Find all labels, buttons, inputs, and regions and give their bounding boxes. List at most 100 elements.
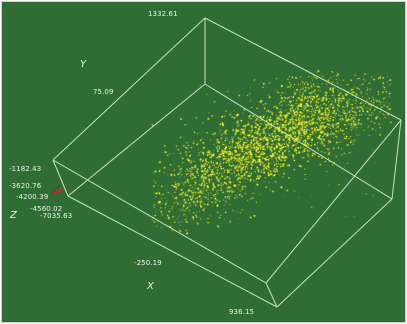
point: [172, 215, 174, 218]
point: [273, 139, 276, 141]
point: [334, 115, 336, 117]
point: [385, 90, 388, 93]
point: [275, 153, 277, 155]
point: [346, 121, 348, 123]
point: [290, 103, 292, 105]
point: [218, 172, 220, 174]
point: [239, 125, 240, 126]
point: [242, 132, 244, 134]
point: [376, 116, 379, 118]
point: [210, 162, 213, 164]
point: [291, 113, 293, 115]
point: [277, 135, 279, 136]
point: [329, 133, 332, 136]
point: [273, 123, 276, 126]
point: [298, 140, 300, 141]
point: [375, 130, 377, 131]
point: [275, 134, 277, 137]
point: [342, 109, 344, 111]
point: [275, 163, 277, 165]
point: [260, 139, 261, 140]
point: [160, 207, 162, 209]
point: [197, 184, 199, 185]
3d-plot-viewport[interactable]: 1332.61 75.09 -1182.43 -3620.76 -4200.39…: [2, 2, 405, 322]
point: [270, 149, 273, 152]
point: [314, 75, 316, 77]
point: [178, 182, 180, 184]
point: [316, 71, 318, 73]
point: [360, 92, 363, 94]
point: [251, 127, 253, 129]
point: [301, 116, 303, 118]
point: [268, 94, 270, 96]
point: [287, 78, 289, 81]
point: [350, 91, 352, 93]
point: [355, 102, 356, 104]
tick-label-left-3: -4200.39: [16, 193, 49, 201]
point: [288, 149, 290, 151]
point: [349, 119, 351, 121]
point: [213, 144, 215, 146]
point: [369, 88, 371, 90]
point: [313, 126, 315, 128]
point: [176, 218, 178, 220]
point: [249, 145, 251, 147]
point: [285, 127, 287, 130]
point: [165, 203, 167, 205]
point: [203, 179, 205, 182]
point: [374, 162, 376, 164]
point: [332, 71, 334, 73]
point: [335, 118, 337, 120]
point: [358, 124, 360, 126]
point: [333, 124, 335, 126]
point: [241, 169, 243, 171]
point: [239, 153, 241, 156]
point: [307, 96, 309, 98]
point: [315, 135, 317, 137]
point: [255, 143, 257, 145]
point: [283, 143, 286, 145]
point: [206, 131, 208, 134]
point: [300, 103, 302, 105]
point: [301, 128, 303, 130]
point: [203, 186, 206, 188]
point: [264, 114, 266, 116]
point: [210, 169, 212, 171]
3d-scatter-canvas[interactable]: [2, 2, 405, 322]
point: [198, 188, 200, 190]
point: [250, 132, 252, 134]
point: [256, 168, 258, 169]
point: [378, 78, 379, 80]
point: [314, 143, 316, 146]
point: [294, 135, 296, 138]
point: [158, 184, 159, 186]
point: [177, 173, 180, 176]
point: [330, 115, 332, 118]
point: [298, 165, 301, 167]
point: [194, 204, 196, 206]
point: [339, 79, 341, 81]
point: [329, 141, 331, 143]
point: [379, 126, 382, 129]
point: [299, 121, 301, 123]
point: [190, 204, 192, 206]
point: [383, 114, 385, 115]
point: [188, 210, 191, 212]
point: [234, 133, 237, 136]
point: [203, 146, 205, 149]
point: [264, 150, 266, 151]
point: [242, 166, 245, 169]
point: [242, 169, 244, 171]
point: [182, 210, 184, 212]
point: [237, 141, 239, 143]
point: [304, 148, 306, 150]
point: [286, 144, 288, 146]
point: [220, 182, 222, 184]
point: [310, 101, 312, 103]
point: [216, 204, 219, 207]
point: [247, 162, 249, 164]
point: [221, 175, 223, 178]
point: [191, 129, 193, 131]
point: [245, 171, 247, 174]
point: [273, 148, 275, 150]
